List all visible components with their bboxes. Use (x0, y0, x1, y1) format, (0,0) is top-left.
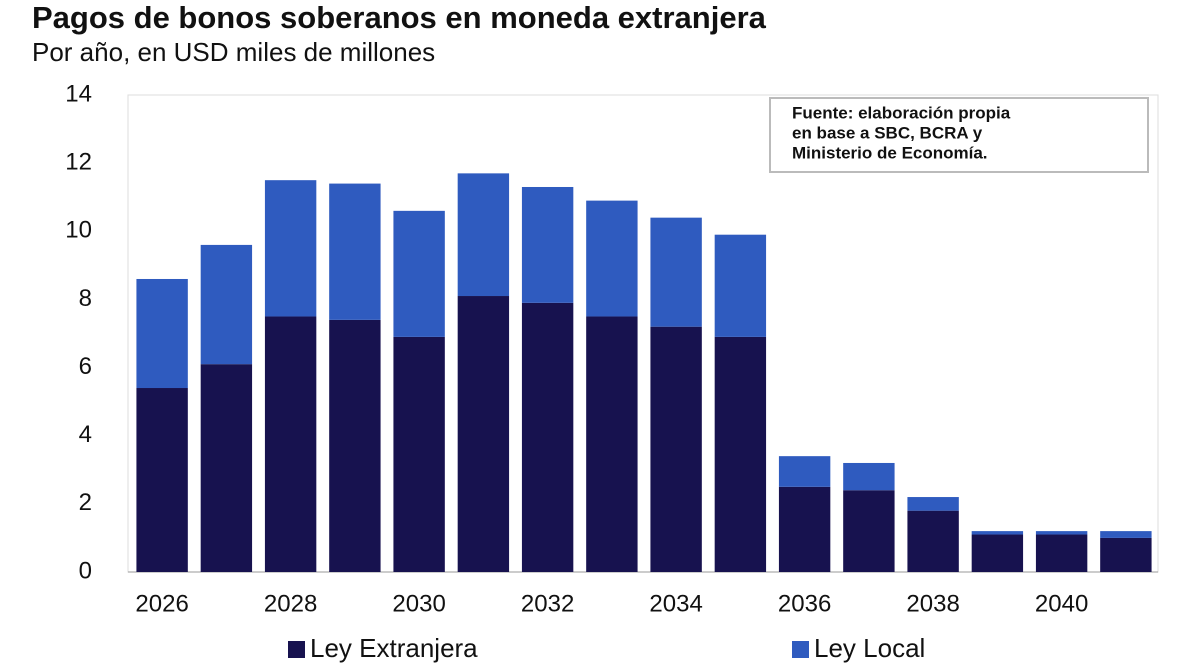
x-tick-label: 2040 (1035, 590, 1088, 617)
bar-segment (1100, 537, 1152, 572)
bar-segment (200, 244, 253, 365)
bar-segment (778, 486, 831, 572)
bar-segment (907, 510, 959, 572)
y-tick-label: 4 (79, 421, 92, 448)
source-box (769, 97, 1149, 173)
bar-segment (200, 364, 253, 572)
bar-segment (650, 326, 702, 572)
y-tick-label: 0 (79, 557, 92, 584)
legend-label: Ley Local (814, 633, 925, 663)
source-note: Fuente: elaboración propia (792, 103, 1011, 122)
bar-segment (136, 278, 188, 389)
bar-segment (264, 180, 317, 317)
bar-segment (907, 497, 959, 511)
bar-segment (136, 388, 188, 572)
bar-segment (843, 462, 895, 491)
chart-subtitle: Por año, en USD miles de millones (32, 37, 435, 67)
y-tick-label: 12 (65, 148, 92, 175)
bar-segment (329, 183, 381, 320)
x-tick-label: 2038 (906, 590, 959, 617)
bar-segment (521, 302, 574, 572)
bar-segment (521, 186, 574, 303)
bar-segment (1035, 531, 1088, 535)
bar-segment (393, 210, 445, 337)
bar-segment (586, 200, 638, 317)
bar-segment (586, 316, 638, 572)
bar-segment (971, 534, 1024, 572)
x-tick-label: 2032 (521, 590, 574, 617)
y-tick-label: 10 (65, 217, 92, 244)
bar-segment (457, 296, 510, 572)
legend-label: Ley Extranjera (310, 633, 478, 663)
x-tick-label: 2028 (264, 590, 317, 617)
x-tick-label: 2036 (778, 590, 831, 617)
bar-segment (778, 456, 831, 487)
chart-title: Pagos de bonos soberanos en moneda extra… (32, 0, 767, 35)
x-tick-label: 2030 (392, 590, 445, 617)
x-tick-label: 2034 (649, 590, 702, 617)
legend-swatch (792, 641, 809, 658)
y-tick-label: 2 (79, 489, 92, 516)
bar-segment (714, 336, 767, 572)
bar-segment (457, 173, 510, 297)
bar-segment (1035, 534, 1088, 572)
x-tick-label: 2026 (135, 590, 188, 617)
y-tick-label: 6 (79, 353, 92, 380)
legend-swatch (288, 641, 305, 658)
y-tick-label: 14 (65, 80, 92, 107)
bar-segment (329, 319, 381, 572)
bar-segment (714, 234, 767, 337)
source-note: en base a SBC, BCRA y (792, 123, 983, 142)
source-note: Ministerio de Economía. (792, 143, 988, 162)
bar-segment (1100, 531, 1152, 538)
bar-segment (393, 336, 445, 572)
bar-segment (650, 217, 702, 327)
bar-segment (264, 316, 317, 572)
y-tick-label: 8 (79, 285, 92, 312)
bar-segment (971, 531, 1024, 535)
bar-segment (843, 490, 895, 572)
